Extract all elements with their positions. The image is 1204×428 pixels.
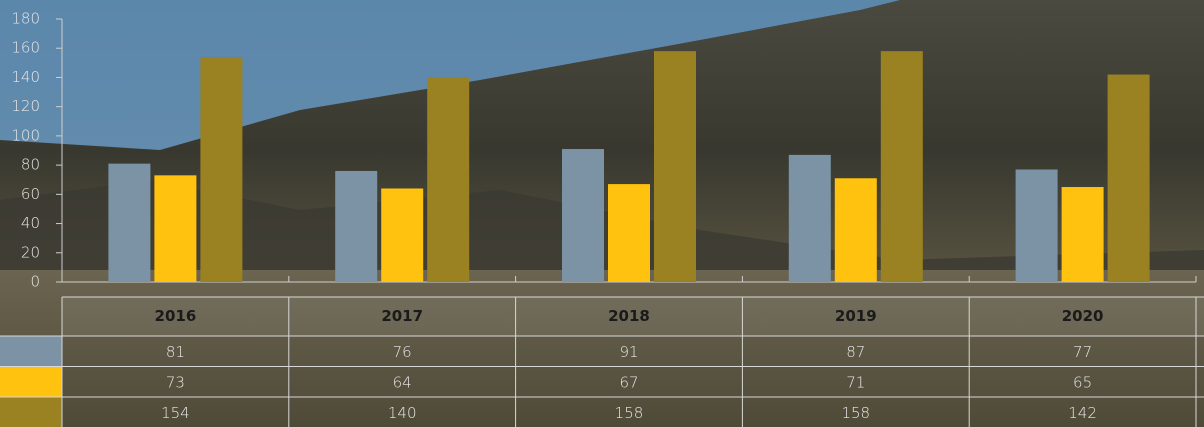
y-tick-label: 80 bbox=[21, 156, 40, 174]
bar bbox=[789, 155, 831, 282]
bar bbox=[1062, 187, 1104, 282]
legend-swatch bbox=[0, 336, 62, 367]
bar bbox=[1108, 75, 1150, 282]
table-cell: 91 bbox=[619, 343, 638, 361]
table-cell: 87 bbox=[846, 343, 865, 361]
table-header: 2017 bbox=[381, 307, 423, 325]
y-tick-label: 140 bbox=[11, 68, 40, 86]
bar bbox=[200, 57, 242, 282]
bar bbox=[881, 51, 923, 282]
bar bbox=[654, 51, 696, 282]
table-cell: 158 bbox=[615, 404, 644, 422]
table-header: 2018 bbox=[608, 307, 650, 325]
bar bbox=[835, 178, 877, 282]
table-cell: 142 bbox=[1068, 404, 1097, 422]
table-cell: 73 bbox=[166, 373, 185, 391]
y-tick-label: 100 bbox=[11, 126, 40, 144]
table-cell: 154 bbox=[161, 404, 190, 422]
bar bbox=[381, 188, 423, 282]
y-tick-label: 20 bbox=[21, 243, 40, 261]
y-tick-label: 160 bbox=[11, 39, 40, 57]
legend-swatch bbox=[0, 367, 62, 398]
table-cell: 81 bbox=[166, 343, 185, 361]
table-cell: 76 bbox=[393, 343, 412, 361]
y-tick-label: 180 bbox=[11, 10, 40, 28]
y-tick-label: 60 bbox=[21, 185, 40, 203]
bar bbox=[427, 77, 469, 282]
table-cell: 67 bbox=[619, 373, 638, 391]
table-cell: 64 bbox=[393, 373, 412, 391]
bar bbox=[1016, 169, 1058, 282]
legend-swatch bbox=[0, 397, 62, 428]
bar bbox=[608, 184, 650, 282]
table-cell: 65 bbox=[1073, 373, 1092, 391]
table-cell: 140 bbox=[388, 404, 417, 422]
table-cell: 158 bbox=[841, 404, 870, 422]
table-cell: 71 bbox=[846, 373, 865, 391]
table-cell: 77 bbox=[1073, 343, 1092, 361]
bar bbox=[108, 164, 150, 282]
chart: 0 20 40 60 80 100 120 140 160 180 2016 2017 2018 2019… bbox=[0, 0, 1204, 428]
y-tick-label: 40 bbox=[21, 214, 40, 232]
table-header: 2020 bbox=[1062, 307, 1104, 325]
table-header: 2016 bbox=[155, 307, 197, 325]
bar bbox=[154, 175, 196, 282]
y-tick-label: 0 bbox=[30, 273, 40, 291]
bar bbox=[335, 171, 377, 282]
y-tick-label: 120 bbox=[11, 97, 40, 115]
bar bbox=[562, 149, 604, 282]
table-header: 2019 bbox=[835, 307, 877, 325]
